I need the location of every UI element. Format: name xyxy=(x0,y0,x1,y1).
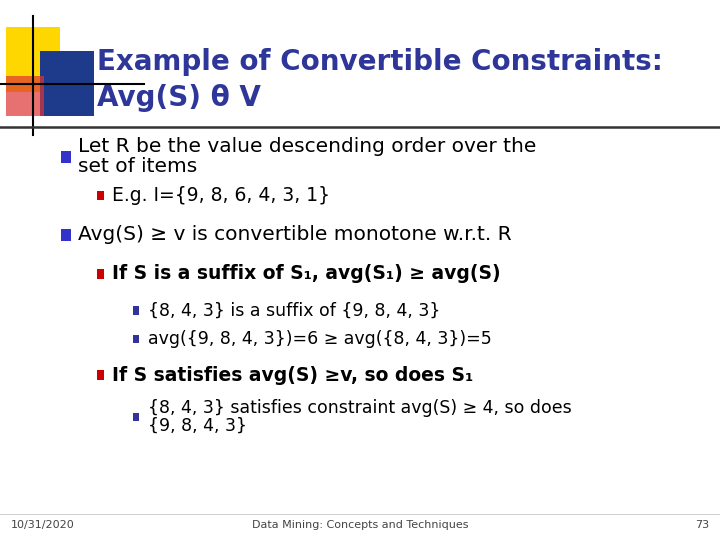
Text: 10/31/2020: 10/31/2020 xyxy=(11,520,75,530)
Bar xyxy=(61,229,71,241)
Text: If S is a suffix of S₁, avg(S₁) ≥ avg(S): If S is a suffix of S₁, avg(S₁) ≥ avg(S) xyxy=(112,264,500,284)
Text: Data Mining: Concepts and Techniques: Data Mining: Concepts and Techniques xyxy=(252,520,468,530)
Text: If S satisfies avg(S) ≥v, so does S₁: If S satisfies avg(S) ≥v, so does S₁ xyxy=(112,366,473,385)
Text: {8, 4, 3} is a suffix of {9, 8, 4, 3}: {8, 4, 3} is a suffix of {9, 8, 4, 3} xyxy=(148,301,440,320)
Text: Let R be the value descending order over the: Let R be the value descending order over… xyxy=(78,137,536,156)
Text: {9, 8, 4, 3}: {9, 8, 4, 3} xyxy=(148,416,246,435)
Text: Avg(S) θ V: Avg(S) θ V xyxy=(97,84,261,112)
Bar xyxy=(133,413,139,421)
Bar xyxy=(61,151,71,163)
Text: set of items: set of items xyxy=(78,157,197,177)
Bar xyxy=(6,27,60,92)
Text: Example of Convertible Constraints:: Example of Convertible Constraints: xyxy=(97,48,663,76)
Bar xyxy=(40,51,94,116)
Text: Avg(S) ≥ v is convertible monotone w.r.t. R: Avg(S) ≥ v is convertible monotone w.r.t… xyxy=(78,225,511,245)
Bar xyxy=(6,76,44,116)
Bar xyxy=(97,191,104,200)
Text: avg({9, 8, 4, 3})=6 ≥ avg({8, 4, 3})=5: avg({9, 8, 4, 3})=6 ≥ avg({8, 4, 3})=5 xyxy=(148,330,491,348)
Text: E.g. I={9, 8, 6, 4, 3, 1}: E.g. I={9, 8, 6, 4, 3, 1} xyxy=(112,186,330,205)
Bar xyxy=(133,307,139,314)
Bar xyxy=(133,335,139,343)
Text: {8, 4, 3} satisfies constraint avg(S) ≥ 4, so does: {8, 4, 3} satisfies constraint avg(S) ≥ … xyxy=(148,399,572,417)
Text: 73: 73 xyxy=(695,520,709,530)
Bar xyxy=(97,370,104,380)
Bar xyxy=(97,269,104,279)
